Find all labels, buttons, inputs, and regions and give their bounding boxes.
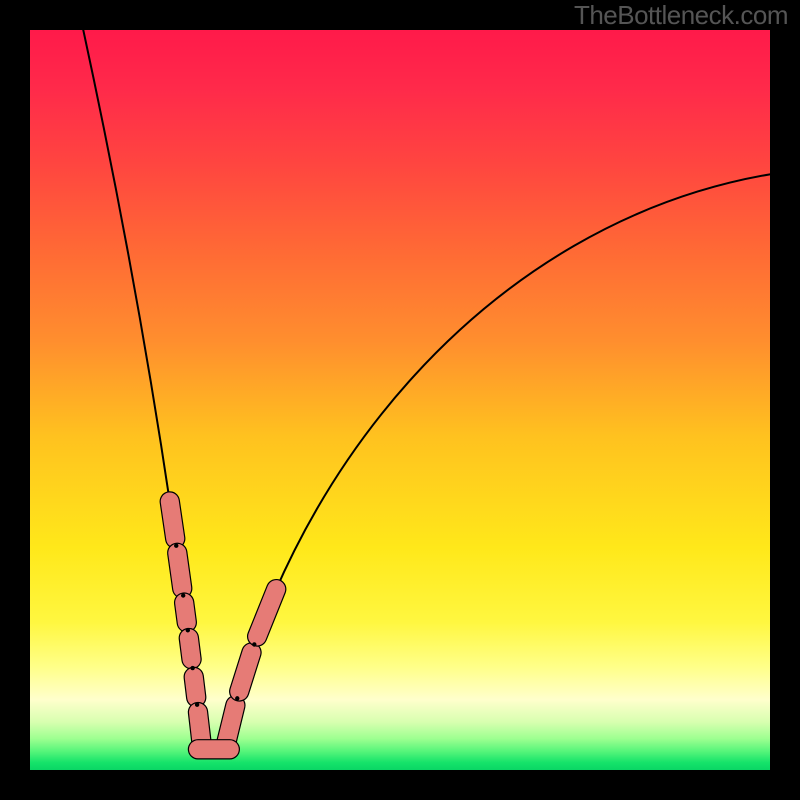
marker-left-2 bbox=[184, 603, 187, 623]
marker-right-0 bbox=[227, 705, 236, 740]
curve-dot bbox=[186, 628, 190, 632]
marker-left-1 bbox=[177, 553, 182, 589]
marker-left-3 bbox=[189, 638, 192, 659]
curve-dot bbox=[174, 544, 178, 548]
curve-dot bbox=[181, 593, 185, 597]
bottleneck-chart bbox=[30, 30, 770, 770]
marker-left-4 bbox=[194, 677, 196, 697]
marker-left-5 bbox=[198, 712, 201, 742]
stage: TheBottleneck.com bbox=[0, 0, 800, 800]
curve-dot bbox=[252, 642, 256, 646]
gradient-background bbox=[30, 30, 770, 770]
curve-dot bbox=[235, 696, 239, 700]
marker-right-1 bbox=[239, 653, 251, 692]
curve-dot bbox=[195, 703, 199, 707]
marker-left-0 bbox=[170, 501, 175, 538]
watermark-text: TheBottleneck.com bbox=[574, 0, 788, 31]
curve-dot bbox=[190, 666, 194, 670]
plot-container bbox=[30, 30, 770, 770]
